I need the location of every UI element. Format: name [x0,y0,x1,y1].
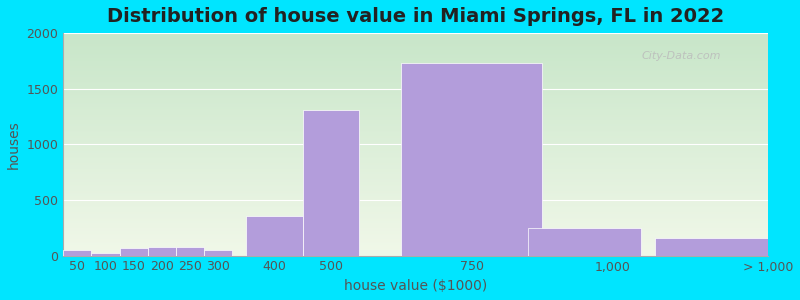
Bar [402,63,542,256]
Bar [303,110,359,256]
Bar [63,250,91,256]
Bar [655,238,768,256]
Bar [176,247,204,256]
Title: Distribution of house value in Miami Springs, FL in 2022: Distribution of house value in Miami Spr… [107,7,724,26]
Bar [528,228,641,256]
Bar [91,254,120,256]
Bar [204,250,232,256]
Text: City-Data.com: City-Data.com [641,51,721,61]
Bar [120,248,148,256]
X-axis label: house value ($1000): house value ($1000) [344,279,487,293]
Bar [246,216,303,256]
Bar [148,247,176,256]
Y-axis label: houses: houses [7,120,21,169]
